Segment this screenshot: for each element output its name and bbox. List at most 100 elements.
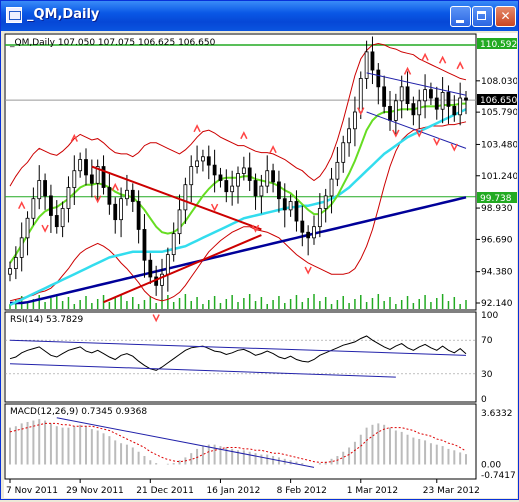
- candle-body: [347, 128, 351, 144]
- fractal-down-arrow: [415, 129, 423, 138]
- candle-body: [107, 187, 112, 205]
- candle-body: [364, 51, 369, 79]
- fractal-up-arrow: [111, 182, 119, 191]
- rsi-trendline-upper: [9, 339, 467, 356]
- fractal-up-arrow: [438, 55, 447, 64]
- candle-body: [206, 156, 211, 166]
- fractal-up-arrow: [421, 52, 429, 61]
- close-icon[interactable]: ✕: [495, 6, 516, 27]
- rsi-tick-label: 100: [481, 311, 498, 321]
- time-tick-label: 1 Mar 2012: [347, 486, 398, 496]
- candle-body: [358, 78, 363, 113]
- current-price-box: [477, 94, 517, 105]
- rsi-trendline-lower: [9, 363, 396, 378]
- candle-body: [201, 156, 205, 162]
- fractal-down-arrow: [152, 314, 160, 323]
- current-price-label: 106.650: [480, 96, 517, 106]
- candle-body: [148, 259, 153, 278]
- candle-body: [160, 273, 164, 286]
- candle-body: [388, 106, 392, 121]
- fractal-up-arrow: [240, 131, 248, 140]
- candle-body: [241, 167, 246, 174]
- axis-layer: 108.030 105.790 103.480 101.240 98.930 96.690…: [6, 77, 518, 496]
- candle-body: [423, 89, 427, 102]
- macd-header: MACD(12,26,9) 0.7345 0.9368: [10, 407, 147, 417]
- fractal-down-arrow: [210, 203, 219, 212]
- candle-body: [323, 195, 328, 209]
- window-title: _QM,Daily: [27, 7, 100, 22]
- candle-body: [142, 229, 147, 261]
- candle-body: [8, 268, 12, 275]
- candle-body: [224, 180, 229, 193]
- candle-body: [230, 185, 235, 193]
- price-tick-label: 98.930: [481, 204, 513, 214]
- candle-body: [312, 226, 316, 239]
- chart-window-icon[interactable]: [6, 7, 22, 23]
- time-tick-label: 8 Feb 2012: [277, 486, 327, 496]
- candle-body: [317, 208, 322, 228]
- candle-body: [13, 257, 18, 270]
- candle-body: [353, 111, 357, 130]
- time-tick-label: 7 Nov 2011: [6, 486, 58, 496]
- candle-body: [165, 254, 170, 275]
- rsi-panel[interactable]: [4, 311, 477, 403]
- fractal-down-arrow: [433, 138, 441, 147]
- time-tick-label: 16 Jan 2012: [206, 486, 260, 496]
- chart-canvas[interactable]: 108.030 105.790 103.480 101.240 98.930 96.690…: [4, 15, 518, 498]
- fractal-up-arrow: [269, 145, 277, 154]
- price-tick-label: 96.690: [481, 235, 513, 245]
- candle-body: [89, 174, 94, 184]
- price-tick-label: 108.030: [481, 77, 517, 87]
- level-high-box: [477, 38, 517, 49]
- candle-body: [171, 233, 176, 256]
- macd-trendline: [56, 417, 315, 468]
- rsi-layer: [5, 335, 476, 378]
- candle-body: [265, 170, 270, 187]
- fractal-up-arrow: [193, 124, 201, 133]
- candle-body: [31, 198, 36, 219]
- candle-body: [136, 201, 141, 230]
- candle-body: [78, 159, 83, 172]
- candle-body: [452, 106, 457, 116]
- candle-body: [84, 159, 88, 176]
- candle-body: [247, 167, 252, 181]
- macd-layer: [9, 417, 467, 468]
- candle-body: [405, 86, 410, 105]
- candle-body: [113, 203, 118, 221]
- macd-panel[interactable]: [4, 403, 477, 480]
- fractal-up-arrow: [456, 61, 464, 70]
- candle-body: [54, 215, 59, 228]
- level-low-label: 99.738: [480, 194, 512, 204]
- candle-body: [183, 184, 188, 211]
- macd-tick-label: -0.7417: [481, 471, 516, 481]
- candle-body: [25, 217, 30, 239]
- candle-body: [370, 51, 375, 71]
- candle-body: [189, 166, 194, 186]
- price-tick-label: 103.480: [481, 140, 517, 150]
- candle-body: [130, 189, 135, 202]
- chart-area[interactable]: 108.030 105.790 103.480 101.240 98.930 96.690…: [4, 15, 518, 498]
- candle-body: [335, 161, 340, 180]
- minimize-icon[interactable]: [450, 6, 471, 27]
- fractal-down-arrow: [251, 224, 260, 233]
- candle-body: [72, 170, 77, 188]
- candle-body: [341, 142, 346, 163]
- candle-body: [259, 185, 264, 197]
- candle-body: [306, 231, 311, 239]
- bollinger-upper-line: [9, 42, 467, 187]
- candle-body: [277, 181, 281, 200]
- fractal-down-arrow: [94, 195, 102, 204]
- rsi-tick-label: 70: [481, 336, 493, 346]
- candle-body: [411, 103, 416, 116]
- fractal-up-arrow: [70, 133, 78, 142]
- rsi-header: RSI(14) 53.7829: [10, 315, 83, 325]
- candle-body: [236, 173, 240, 187]
- time-tick-label: 21 Dec 2011: [136, 486, 194, 496]
- title-bar[interactable]: _QM,Daily ✕: [1, 1, 518, 31]
- candle-body: [446, 92, 451, 107]
- maximize-icon[interactable]: [472, 6, 493, 27]
- candle-body: [43, 180, 47, 197]
- candle-body: [376, 69, 381, 88]
- price-tick-label: 92.140: [481, 299, 513, 309]
